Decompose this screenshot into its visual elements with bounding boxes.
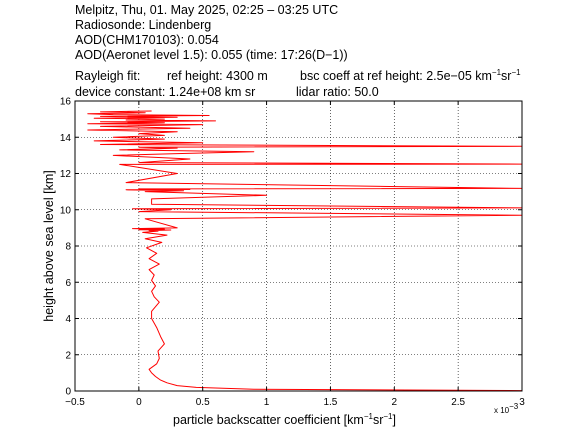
x-tick-label: 0 (136, 397, 142, 408)
x-axis-label: particle backscatter coefficient [km−1sr… (173, 412, 396, 427)
y-tick-label: 10 (60, 205, 72, 216)
y-tick-label: 4 (65, 314, 71, 325)
y-tick-labels: 0 2 4 6 8 10 12 14 16 (60, 97, 72, 398)
header-location-time: Melpitz, Thu, 01. May 2025, 02:25 – 03:2… (75, 3, 338, 17)
axis-ticks (74, 100, 523, 392)
x-tick-label: 2 (392, 397, 398, 408)
x-tick-labels: −0.5 0 0.5 1 1.5 2 2.5 3 (65, 397, 525, 408)
y-tick-label: 8 (65, 242, 71, 253)
x-tick-label: 2.5 (451, 397, 465, 408)
x-tick-label: −0.5 (65, 397, 85, 408)
header-ref-height: ref height: 4300 m (167, 69, 268, 83)
y-tick-label: 12 (60, 169, 72, 180)
x-tick-label: 3 (519, 397, 525, 408)
header-aod-chm: AOD(CHM170103): 0.054 (75, 33, 219, 47)
y-tick-label: 14 (60, 133, 72, 144)
header-lidar-ratio: lidar ratio: 50.0 (296, 85, 379, 99)
data-series (87, 110, 523, 392)
y-tick-label: 0 (65, 387, 71, 398)
header-bsc-coeff: bsc coeff at ref height: 2.5e−05 km−1sr−… (300, 68, 521, 83)
x-tick-label: 1 (264, 397, 270, 408)
y-tick-label: 6 (65, 278, 71, 289)
y-tick-label: 16 (60, 97, 72, 108)
header-device-constant: device constant: 1.24e+08 km sr (75, 85, 255, 99)
backscatter-profile-line (87, 110, 523, 392)
header-radiosonde: Radiosonde: Lindenberg (75, 18, 211, 32)
y-tick-label: 2 (65, 350, 71, 361)
header-aod-aeronet: AOD(Aeronet level 1.5): 0.055 (time: 17:… (75, 48, 348, 62)
x-tick-label: 0.5 (196, 397, 210, 408)
x-tick-label: 1.5 (323, 397, 337, 408)
x-axis-multiplier: x 10−3 (494, 402, 519, 415)
y-axis-label: height above sea level [km] (42, 170, 56, 321)
header-rayleigh-label: Rayleigh fit: (75, 69, 140, 83)
